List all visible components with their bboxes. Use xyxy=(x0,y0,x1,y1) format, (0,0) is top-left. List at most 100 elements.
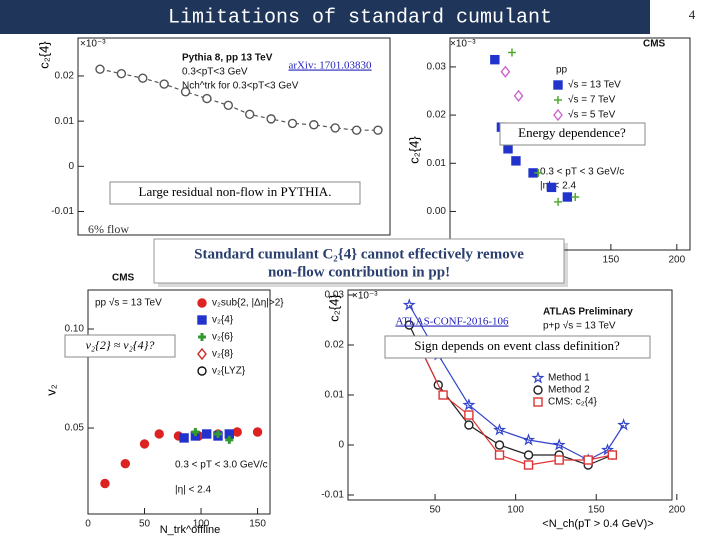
data-point xyxy=(225,435,234,444)
y-tick-label: 0.10 xyxy=(65,324,85,335)
axis-exponent: ×10⁻³ xyxy=(450,39,476,50)
plot-text: |η| < 2.4 xyxy=(540,181,576,192)
legend-label: v₂{6} xyxy=(212,332,234,343)
plot-text: pp xyxy=(556,65,568,76)
data-point xyxy=(404,320,414,330)
legend-label: v₂{8} xyxy=(212,349,234,360)
y-tick-label: 0.01 xyxy=(325,390,345,401)
callout-text: v₂{2} ≈ v₂{4}? xyxy=(86,338,155,352)
plot-text: CMS xyxy=(643,39,666,50)
data-point xyxy=(493,423,507,436)
data-point xyxy=(180,87,191,97)
data-point xyxy=(373,125,383,135)
data-point xyxy=(507,48,516,57)
y-tick-label: 0.02 xyxy=(55,71,75,82)
legend-label: √s = 7 TeV xyxy=(568,94,616,106)
plot-text: ATLAS Preliminary xyxy=(543,307,633,318)
x-axis-label: N_trk^offline xyxy=(160,524,221,536)
x-tick-label: 150 xyxy=(588,505,605,516)
data-point xyxy=(139,439,150,449)
plot-text: 0.3<pT<3 GeV xyxy=(182,67,248,78)
legend-swatch xyxy=(197,315,207,325)
data-point xyxy=(617,418,631,431)
data-point xyxy=(571,193,580,201)
data-point xyxy=(503,144,513,154)
plot-text: 0.3 < pT < 3 GeV/c xyxy=(540,167,624,178)
y-tick-label: 0.02 xyxy=(427,110,447,121)
axis-exponent: ×10⁻³ xyxy=(352,291,378,302)
legend-swatch xyxy=(533,397,543,407)
plot-text: Nch^trk for 0.3<pT<3 GeV xyxy=(182,81,299,92)
legend-swatch xyxy=(198,333,206,341)
data-point xyxy=(464,420,474,430)
data-point xyxy=(546,182,557,193)
data-point xyxy=(523,460,534,470)
legend-swatch xyxy=(197,298,207,308)
data-point xyxy=(244,109,255,120)
data-point xyxy=(402,298,416,311)
data-point xyxy=(202,93,212,104)
data-point xyxy=(513,89,524,102)
plot-text: p+p √s = 13 TeV xyxy=(543,320,616,332)
reference: ATLAS-CONF-2016-106 xyxy=(395,316,509,328)
title-bar xyxy=(0,0,650,34)
data-point xyxy=(287,118,298,129)
legend-swatch xyxy=(197,347,207,361)
callouts: arXiv: 1701.03830 Energy dependence? Lar… xyxy=(64,60,651,359)
page-number: 4 xyxy=(689,7,696,22)
x-tick-label: 0 xyxy=(85,519,91,530)
callout-text: Sign depends on event class definition? xyxy=(414,338,620,353)
legend-label: v₂sub{2, |Δη|>2} xyxy=(212,298,284,309)
y-tick-label: 0.02 xyxy=(325,340,345,351)
y-tick-label: -0.01 xyxy=(51,206,74,217)
legend-swatch xyxy=(531,371,545,384)
series-line xyxy=(408,304,625,461)
data-point xyxy=(95,64,105,74)
y-axis-label: c₂{4} xyxy=(406,136,421,164)
data-point xyxy=(554,197,563,206)
data-point xyxy=(266,114,276,124)
plot-text: CMS xyxy=(112,273,135,284)
callout-box xyxy=(109,181,361,205)
data-point xyxy=(562,192,573,202)
y-tick-label: 0.03 xyxy=(325,290,345,301)
x-tick-label: 50 xyxy=(429,505,441,516)
data-point xyxy=(464,410,474,420)
data-point xyxy=(223,100,234,111)
data-point xyxy=(214,429,222,438)
legend-label: Method 1 xyxy=(548,373,590,384)
data-point xyxy=(523,450,534,460)
x-tick-label: 100 xyxy=(193,519,210,530)
data-point xyxy=(494,440,505,450)
banner-text: Standard cumulant C₂{4} cannot effective… xyxy=(194,246,524,262)
y-tick-label: 0.05 xyxy=(65,423,85,434)
legend-label: √s = 5 TeV xyxy=(568,109,616,121)
data-point xyxy=(159,79,169,89)
legend-label: v₂{4} xyxy=(212,315,234,326)
data-point xyxy=(309,120,319,130)
callout-text: Large residual non-flow in PYTHIA. xyxy=(139,184,332,199)
reference: arXiv: 1701.03830 xyxy=(288,60,372,72)
data-point xyxy=(120,458,131,469)
axis-exponent: ×10⁻³ xyxy=(80,39,106,50)
plot-frame xyxy=(87,289,271,515)
y-axis-label: c₂{4} xyxy=(36,41,51,69)
x-tick-label: 100 xyxy=(507,505,524,516)
legend-label: v₂{LYZ} xyxy=(212,366,246,377)
plot-text: 0.3 < pT < 3.0 GeV/c xyxy=(175,460,268,471)
x-tick-label: 150 xyxy=(249,519,266,530)
banner-box xyxy=(153,238,565,284)
data-point xyxy=(100,478,110,489)
data-point xyxy=(534,168,543,177)
data-point xyxy=(511,156,521,166)
x-axis-label: <N_ch(pT > 0.4 GeV)> xyxy=(542,518,653,530)
plot-frame xyxy=(347,289,673,501)
y-axis-label: c₂{4} xyxy=(326,294,341,322)
callout-text: Energy dependence? xyxy=(518,125,626,140)
legend-swatch xyxy=(197,366,207,376)
legend-swatch xyxy=(553,80,563,90)
banner-text: non-flow contribution in pp! xyxy=(268,264,450,280)
callout-text: 6% flow xyxy=(88,222,129,236)
data-point xyxy=(500,65,511,78)
